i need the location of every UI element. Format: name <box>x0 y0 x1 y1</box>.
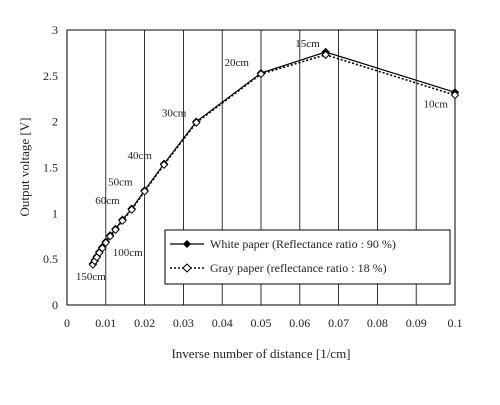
data-point <box>256 69 266 79</box>
data-point <box>140 187 149 196</box>
data-point <box>127 205 136 214</box>
x-tick-label: 0.09 <box>406 316 427 330</box>
y-tick-label: 1 <box>52 206 58 220</box>
legend-marker-white-paper <box>183 240 191 248</box>
y-tick-label: 0.5 <box>43 252 58 266</box>
y-tick-label: 3 <box>52 23 58 37</box>
data-point <box>450 90 460 100</box>
annotation-label: 20cm <box>225 57 250 69</box>
data-point <box>192 118 201 127</box>
x-tick-label: 0.08 <box>367 316 388 330</box>
annotation-label: 60cm <box>95 195 120 207</box>
data-point <box>98 243 107 253</box>
annotation-label: 30cm <box>162 108 187 120</box>
legend-marker-gray-paper <box>182 263 192 273</box>
data-point <box>321 50 330 59</box>
x-tick-label: 0.1 <box>448 316 463 330</box>
x-tick-label: 0.04 <box>212 316 233 330</box>
x-tick-label: 0.05 <box>251 316 272 330</box>
data-point <box>159 160 169 169</box>
series-group <box>88 47 460 269</box>
legend: White paper (Reflectance ratio : 90 %) G… <box>164 229 451 285</box>
legend-label-white-paper: White paper (Reflectance ratio : 90 %) <box>210 237 396 251</box>
annotation-label: 10cm <box>424 98 449 110</box>
legend-box <box>164 229 451 285</box>
data-point <box>101 238 111 247</box>
y-tick-label: 2.5 <box>43 69 58 83</box>
series-line-1 <box>92 53 456 266</box>
y-tick-label: 2 <box>52 115 58 129</box>
y-tick-label: 0 <box>52 298 58 312</box>
y-tick-label: 1.5 <box>43 161 58 175</box>
y-axis-title: Output voltage [V] <box>17 118 32 217</box>
y-tick-labels: 0 0.5 1 1.5 2 2.5 3 <box>43 23 58 312</box>
annotation-label: 40cm <box>128 150 153 162</box>
x-tick-labels: 0 0.01 0.02 0.03 0.04 0.05 0.06 0.07 0.08 0.09 0.1 <box>64 316 463 330</box>
x-tick-label: 0.02 <box>134 316 155 330</box>
annotation-label: 100cm <box>113 247 143 259</box>
data-point <box>111 225 120 235</box>
annotation-label: 150cm <box>76 271 106 283</box>
distance-annotations: 150cm 100cm 60cm 50cm 40cm 30cm 20cm 15cm 10cm <box>76 38 449 283</box>
x-tick-label: 0 <box>64 316 70 330</box>
x-tick-label: 0.06 <box>289 316 310 330</box>
annotation-label: 50cm <box>108 176 133 188</box>
data-point <box>118 216 127 225</box>
legend-label-gray-paper: Gray paper (reflectance ratio : 18 %) <box>210 261 387 275</box>
x-tick-label: 0.03 <box>173 316 194 330</box>
x-tick-label: 0.07 <box>328 316 349 330</box>
x-axis-title: Inverse number of distance [1/cm] <box>171 346 350 361</box>
data-point <box>105 232 115 241</box>
annotation-label: 15cm <box>295 38 320 50</box>
x-tick-label: 0.01 <box>95 316 116 330</box>
